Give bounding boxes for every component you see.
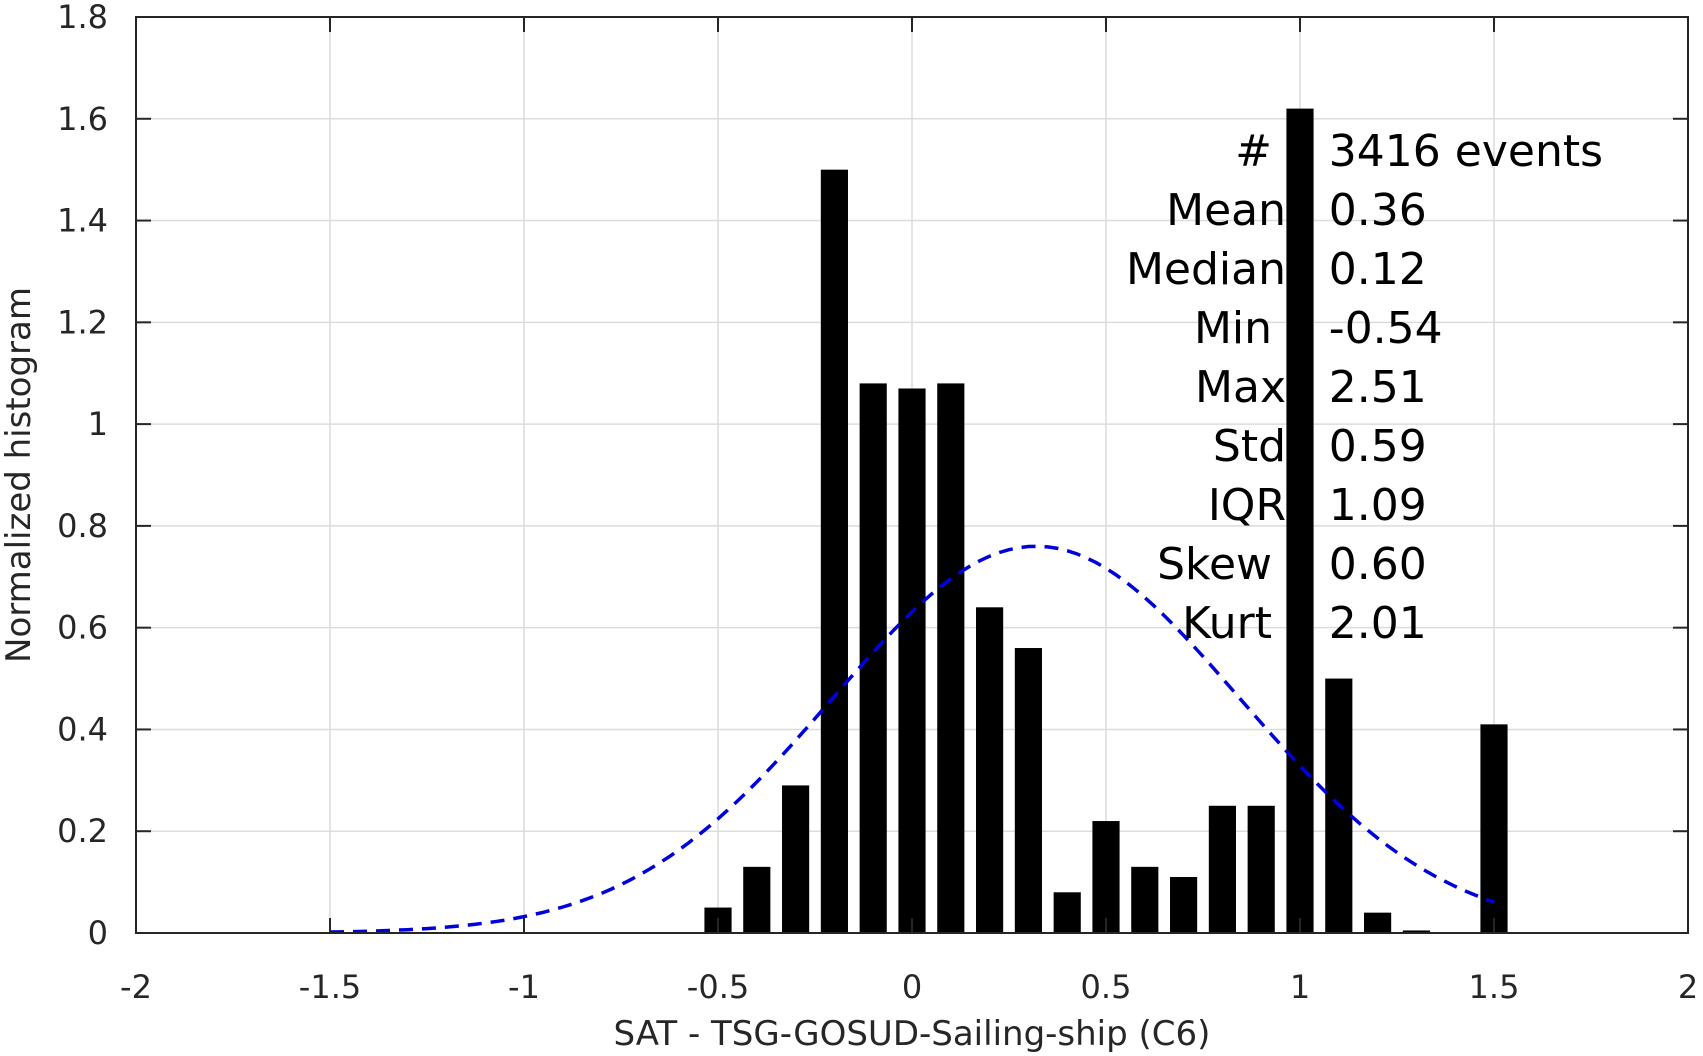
x-tick-label: 1.5 [1469, 968, 1520, 1006]
histogram-bar [1402, 930, 1430, 933]
histogram-bar [1014, 648, 1042, 933]
histogram-bar [859, 383, 887, 933]
histogram-bar [1053, 892, 1081, 933]
stat-label: Kurt [1182, 598, 1300, 649]
stat-value: : 0.60 [1300, 539, 1427, 590]
histogram-bars [704, 108, 1508, 934]
y-tick-label: 0.6 [57, 609, 108, 647]
x-axis-label: SAT - TSG-GOSUD-Sailing-ship (C6) [614, 1014, 1211, 1054]
y-tick-label: 0.4 [57, 710, 108, 748]
histogram-bar [976, 607, 1004, 933]
histogram-bar [898, 388, 926, 933]
x-tick-label: -2 [120, 968, 152, 1006]
histogram-bar [1092, 821, 1120, 933]
histogram-bar [1364, 912, 1392, 933]
x-tick-label: -1 [508, 968, 540, 1006]
stat-value: : -0.54 [1300, 303, 1443, 354]
histogram-bar [743, 866, 771, 933]
histogram-bar [1170, 877, 1198, 933]
stat-value: : 3416 events [1300, 126, 1603, 177]
stat-value: : 2.01 [1300, 598, 1427, 649]
stat-label: Skew [1157, 539, 1300, 590]
stat-value: : 0.59 [1300, 421, 1427, 472]
y-tick-label: 1 [88, 405, 108, 443]
normal-fit-curve [329, 544, 1495, 934]
y-tick-label: 1.6 [57, 100, 108, 138]
x-tick-label: 1 [1290, 968, 1310, 1006]
stat-value: : 2.51 [1300, 362, 1427, 413]
normal-fit-curve-group [329, 544, 1495, 934]
x-tick-label: 0 [902, 968, 922, 1006]
stat-label: Max [1195, 362, 1300, 413]
histogram-bar [1247, 805, 1275, 933]
y-tick-label: 0.2 [57, 812, 108, 850]
histogram-bar [1286, 108, 1314, 934]
x-tick-labels: -2 -1.5 -1 -0.5 0 0.5 1 1.5 2 [120, 968, 1698, 1006]
stat-value: : 0.36 [1300, 185, 1427, 236]
stat-label: Min [1194, 303, 1300, 354]
stat-value: : 1.09 [1300, 480, 1427, 531]
y-tick-label: 1.4 [57, 202, 108, 240]
histogram-bar [782, 785, 810, 933]
y-axis-label: Normalized histogram [0, 287, 39, 663]
y-tick-label: 0 [88, 914, 108, 952]
y-tick-labels: 0 0.2 0.4 0.6 0.8 1 1.2 1.4 1.6 1.8 [57, 0, 108, 952]
stat-label: Mean [1166, 185, 1300, 236]
histogram-bar [1480, 724, 1508, 933]
y-tick-label: 0.8 [57, 507, 108, 545]
stat-label: IQR [1208, 480, 1300, 531]
histogram-bar [937, 383, 965, 933]
axis-ticks [135, 16, 1689, 934]
histogram-bar [1131, 866, 1159, 933]
stat-value: : 0.12 [1300, 244, 1427, 295]
stat-label: Std [1213, 421, 1300, 472]
histogram-bar [1208, 805, 1236, 933]
y-tick-label: 1.2 [57, 303, 108, 341]
stat-label: # [1235, 126, 1300, 177]
x-tick-label: -1.5 [299, 968, 361, 1006]
stat-label: Median [1126, 244, 1300, 295]
histogram-bar [820, 169, 848, 933]
y-tick-label: 1.8 [57, 0, 108, 36]
x-tick-label: 2 [1678, 968, 1698, 1006]
x-tick-label: 0.5 [1081, 968, 1132, 1006]
x-tick-label: -0.5 [687, 968, 749, 1006]
